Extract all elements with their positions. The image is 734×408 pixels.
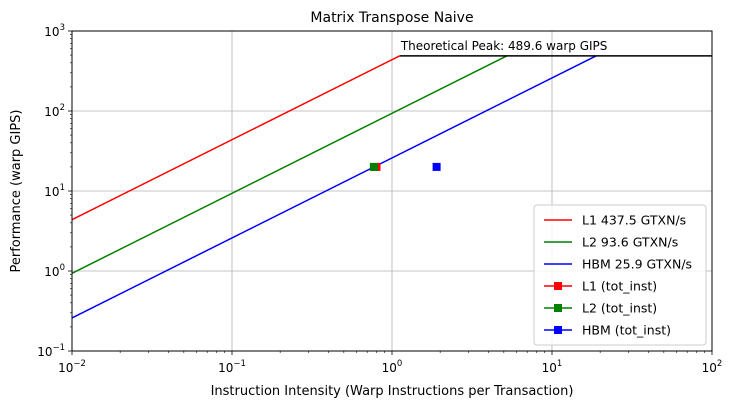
legend-entry-label: L1 437.5 GTXN/s [582,213,686,228]
y-tick-label: 100 [44,263,65,279]
roofline-series [71,55,597,319]
legend-entry-label: L1 (tot_inst) [582,279,657,294]
x-axis-label: Instruction Intensity (Warp Instructions… [211,384,574,399]
x-tick-label: 102 [702,359,723,375]
y-tick-label: 103 [44,23,65,39]
legend-marker [554,326,562,334]
legend: L1 437.5 GTXN/s L2 93.6 GTXN/s HBM 25.9 GT… [533,204,707,346]
y-tick-label: 101 [44,183,65,199]
legend-entry-label: L2 93.6 GTXN/s [582,235,678,250]
x-tick-label: 10−2 [58,359,86,375]
y-tick-label: 10−1 [37,343,65,359]
legend-marker [554,282,562,290]
legend-box [533,204,707,346]
x-tick-label: 101 [542,359,563,375]
roofline-hbm [71,55,597,319]
point-hbm [432,162,441,171]
point-l2 [369,162,378,171]
measured-points [369,162,441,171]
legend-entry-label: HBM (tot_inst) [582,323,671,338]
chart-title: Matrix Transpose Naive [310,10,473,26]
peak-label: Theoretical Peak: 489.6 warp GIPS [400,39,608,53]
legend-marker [554,304,562,312]
peak-line-group: Theoretical Peak: 489.6 warp GIPS [399,39,712,57]
legend-entry-label: L2 (tot_inst) [582,301,657,316]
roofline-l1 [71,55,401,221]
y-tick-label: 102 [44,103,65,119]
roofline-l2 [71,55,508,274]
x-tick-label: 100 [382,359,403,375]
y-axis-label: Performance (warp GIPS) [9,110,24,273]
legend-entry-label: HBM 25.9 GTXN/s [582,257,692,272]
x-tick-label: 10−1 [218,359,246,375]
